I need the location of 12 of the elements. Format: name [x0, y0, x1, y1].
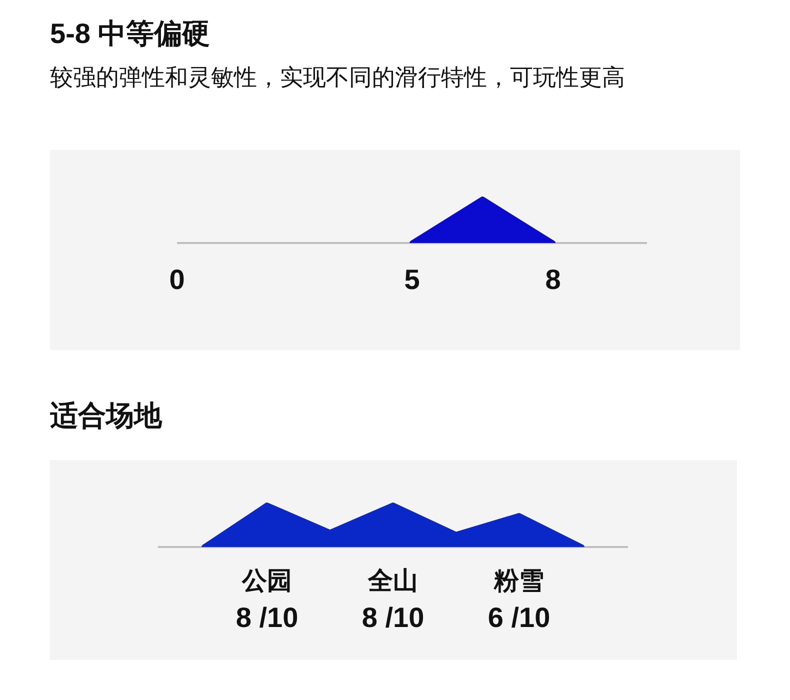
subtitle: 较强的弹性和灵敏性，实现不同的滑行特性，可玩性更高 — [50, 64, 625, 90]
annotation: 6 /10 — [488, 602, 550, 633]
x-tick: 5 — [404, 264, 420, 295]
annotation: 8 /10 — [236, 602, 298, 633]
x-tick: 全山 — [368, 567, 418, 595]
x-tick: 粉雪 — [494, 567, 544, 595]
x-tick: 0 — [169, 264, 185, 295]
annotation: 8 /10 — [362, 602, 424, 633]
x-tick: 8 — [545, 264, 561, 295]
title: 适合场地 — [50, 400, 162, 431]
x-tick: 公园 — [242, 567, 292, 595]
title: 5-8 中等偏硬 — [50, 18, 210, 49]
